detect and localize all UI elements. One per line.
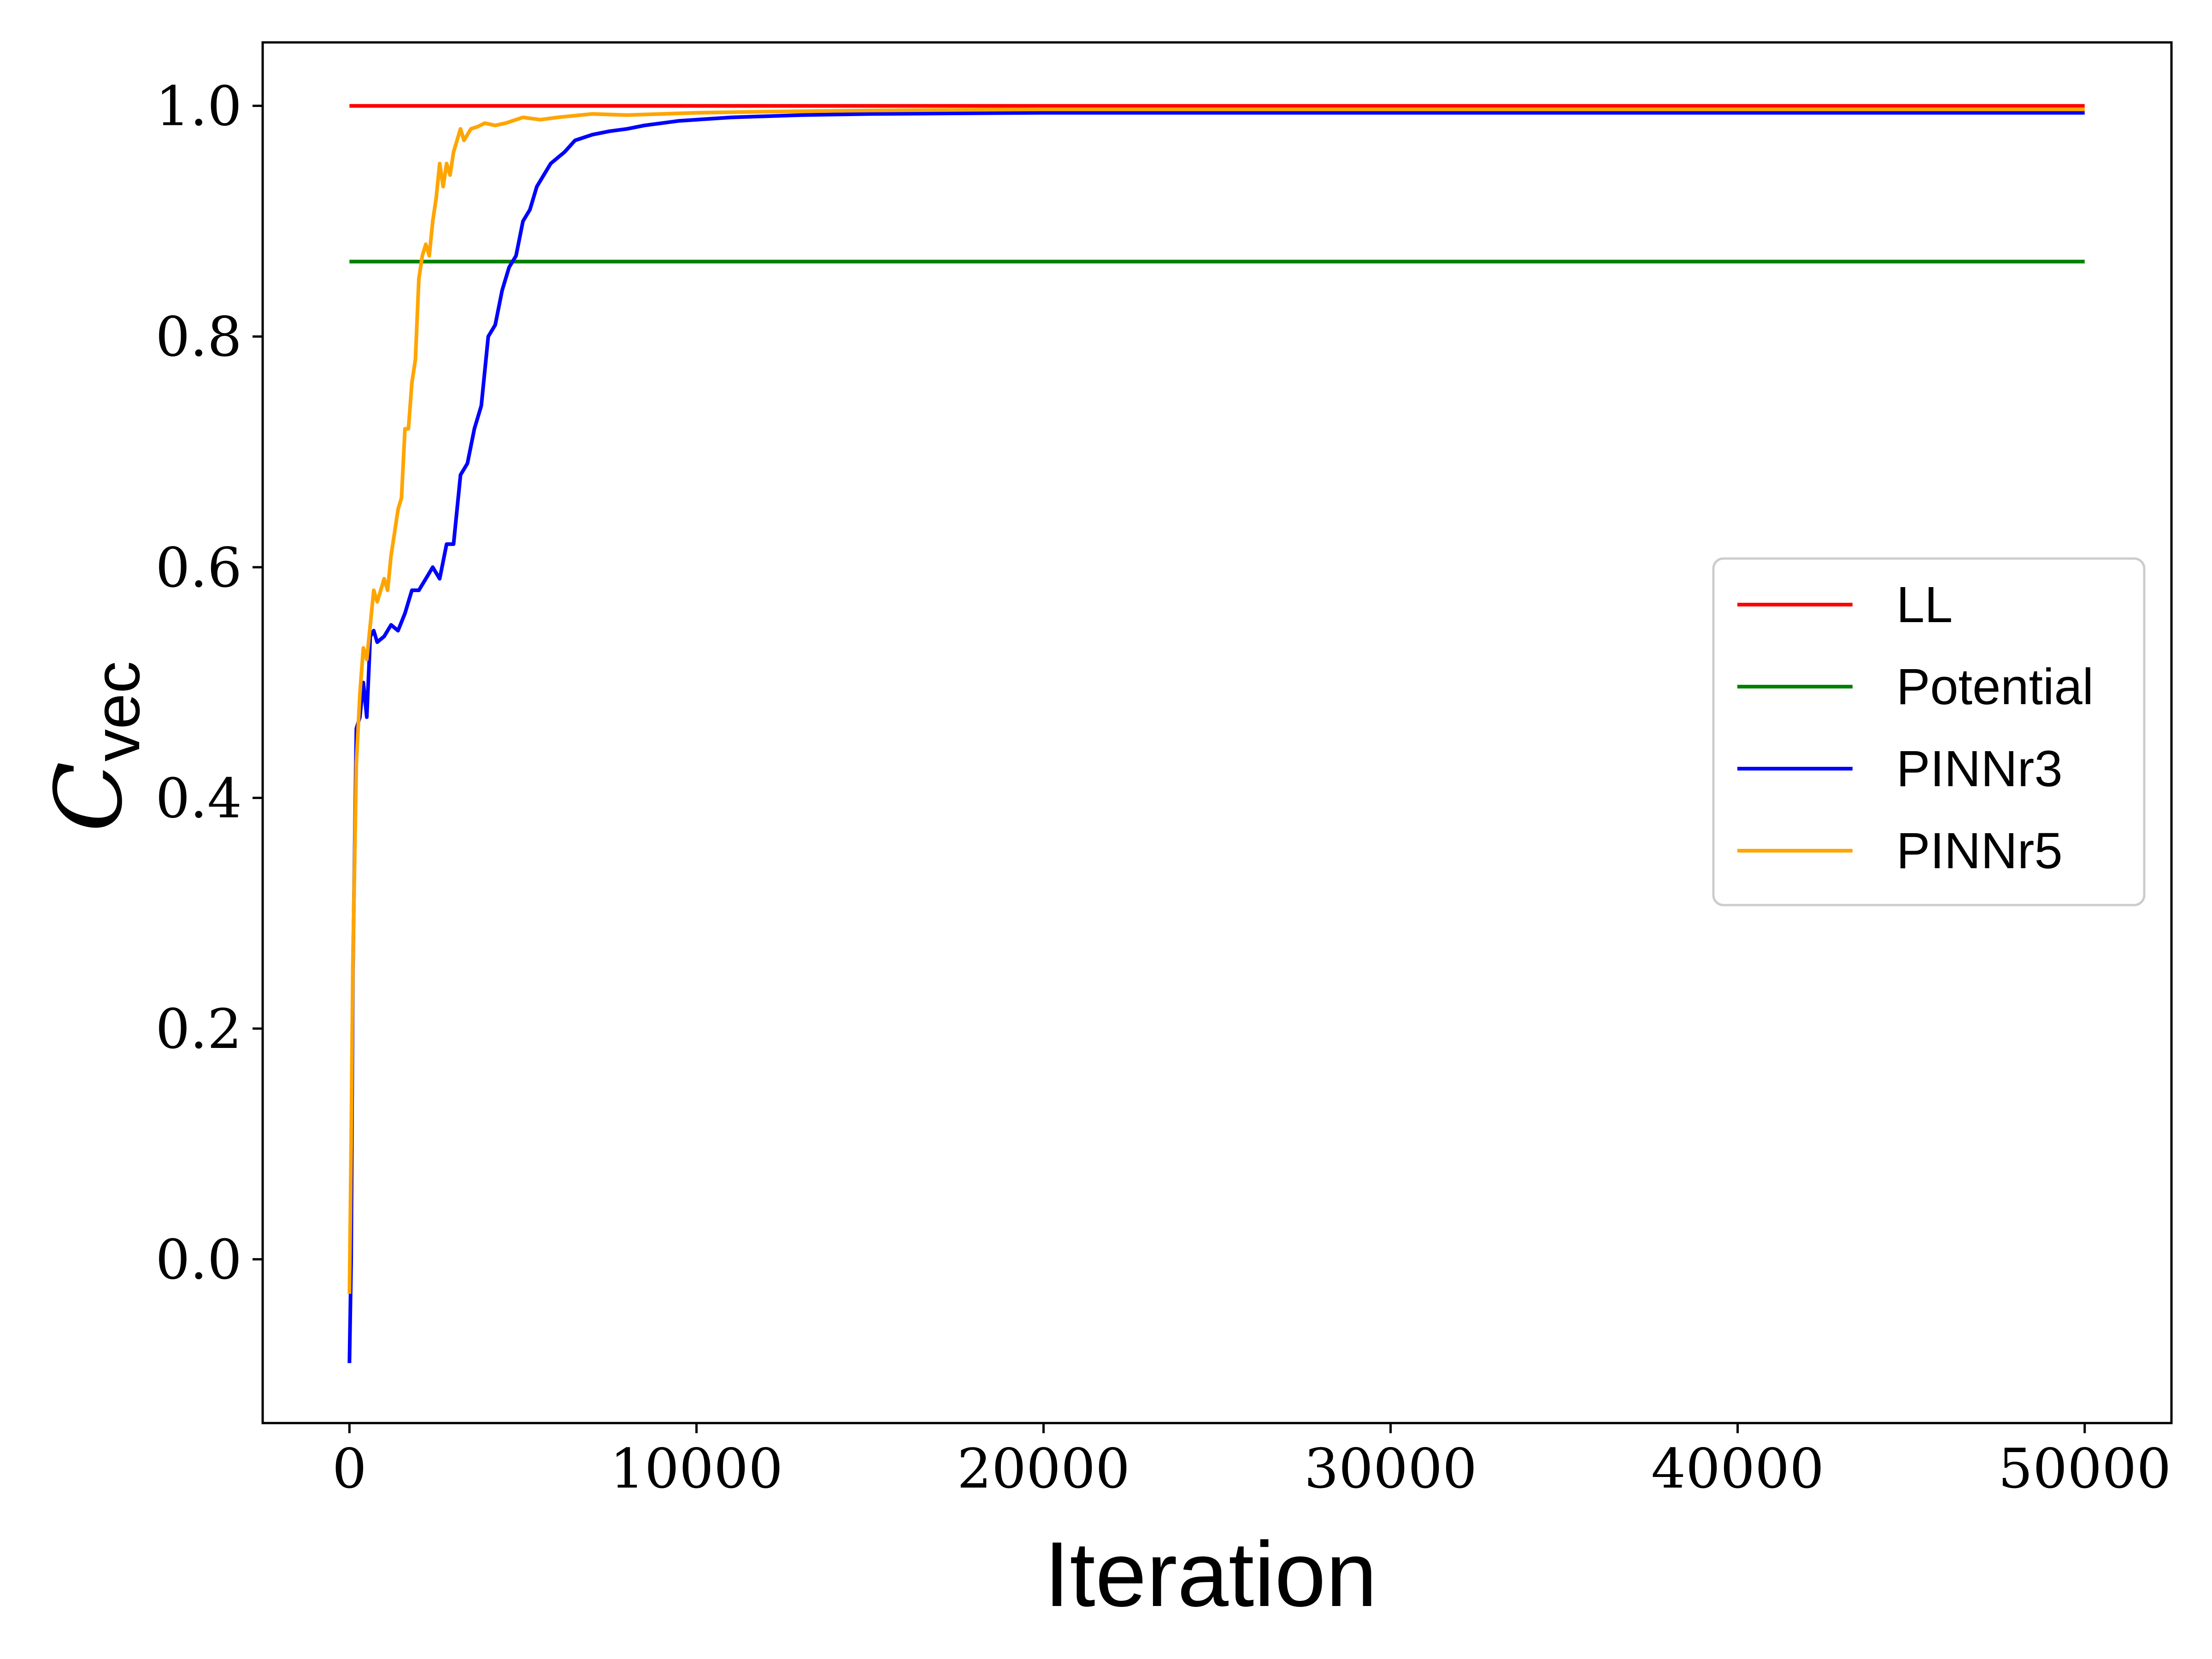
x-tick-label: 50000 bbox=[1998, 1437, 2171, 1500]
y-tick-label: 0.8 bbox=[155, 305, 242, 369]
series-line-pinnr5 bbox=[347, 107, 2085, 1294]
legend-box bbox=[1712, 557, 2146, 906]
y-axis-title-sub: vec bbox=[81, 661, 153, 762]
series-line-pinnr3 bbox=[347, 111, 2085, 1363]
legend: LL Potential PINNr3 PINNr5 bbox=[1712, 557, 2146, 906]
y-tick-label: 1.0 bbox=[155, 75, 242, 138]
y-axis: 0.0 0.2 0.4 0.6 0.8 1.0 bbox=[155, 75, 263, 1292]
plot-frame bbox=[261, 41, 2173, 1424]
legend-label-pinnr3: PINNr3 bbox=[1896, 741, 2063, 797]
svg-text:Cvec: Cvec bbox=[35, 661, 153, 832]
x-tick-label: 30000 bbox=[1304, 1437, 1477, 1500]
y-tick-label: 0.4 bbox=[155, 766, 242, 830]
legend-label-ll: LL bbox=[1896, 577, 1953, 633]
x-tick-label: 20000 bbox=[957, 1437, 1130, 1500]
series-layer bbox=[347, 104, 2085, 1363]
y-axis-title-main: C bbox=[35, 761, 143, 832]
y-tick-label: 0.0 bbox=[155, 1228, 242, 1292]
x-axis: 0 10000 20000 30000 40000 50000 bbox=[332, 1423, 2171, 1500]
legend-label-pinnr5: PINNr5 bbox=[1896, 823, 2063, 879]
y-axis-title: Cvec bbox=[35, 661, 153, 832]
y-tick-label: 0.2 bbox=[155, 997, 242, 1061]
legend-label-potential: Potential bbox=[1896, 659, 2094, 715]
x-tick-label: 10000 bbox=[610, 1437, 783, 1500]
x-tick-label: 0 bbox=[332, 1437, 367, 1500]
y-tick-label: 0.6 bbox=[155, 536, 242, 600]
x-tick-label: 40000 bbox=[1651, 1437, 1824, 1500]
x-axis-title: Iteration bbox=[1044, 1523, 1377, 1626]
